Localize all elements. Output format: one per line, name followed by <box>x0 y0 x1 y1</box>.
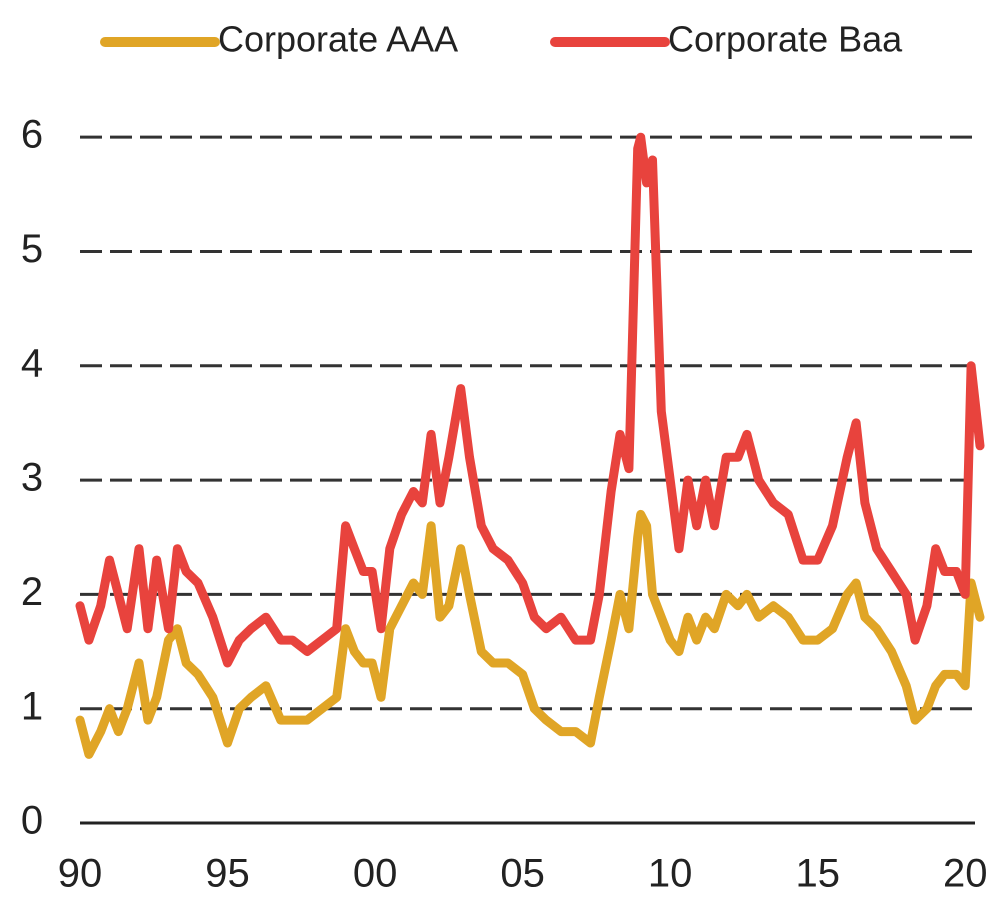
series-line <box>75 132 985 668</box>
x-tick-label: 95 <box>205 852 250 896</box>
legend-label: Corporate Baa <box>668 19 903 60</box>
series-line <box>75 509 985 759</box>
y-tick-label: 4 <box>21 341 43 385</box>
x-tick-label: 10 <box>648 852 693 896</box>
y-tick-label: 3 <box>21 456 43 500</box>
x-tick-label: 00 <box>353 852 398 896</box>
y-tick-label: 0 <box>21 799 43 843</box>
legend-label: Corporate AAA <box>218 19 458 60</box>
y-tick-label: 1 <box>21 684 43 728</box>
y-tick-label: 2 <box>21 570 43 614</box>
y-tick-label: 6 <box>21 113 43 157</box>
y-tick-label: 5 <box>21 227 43 271</box>
x-tick-label: 05 <box>500 852 545 896</box>
x-tick-label: 15 <box>795 852 840 896</box>
x-tick-label: 20 <box>943 852 988 896</box>
x-tick-label: 90 <box>58 852 103 896</box>
